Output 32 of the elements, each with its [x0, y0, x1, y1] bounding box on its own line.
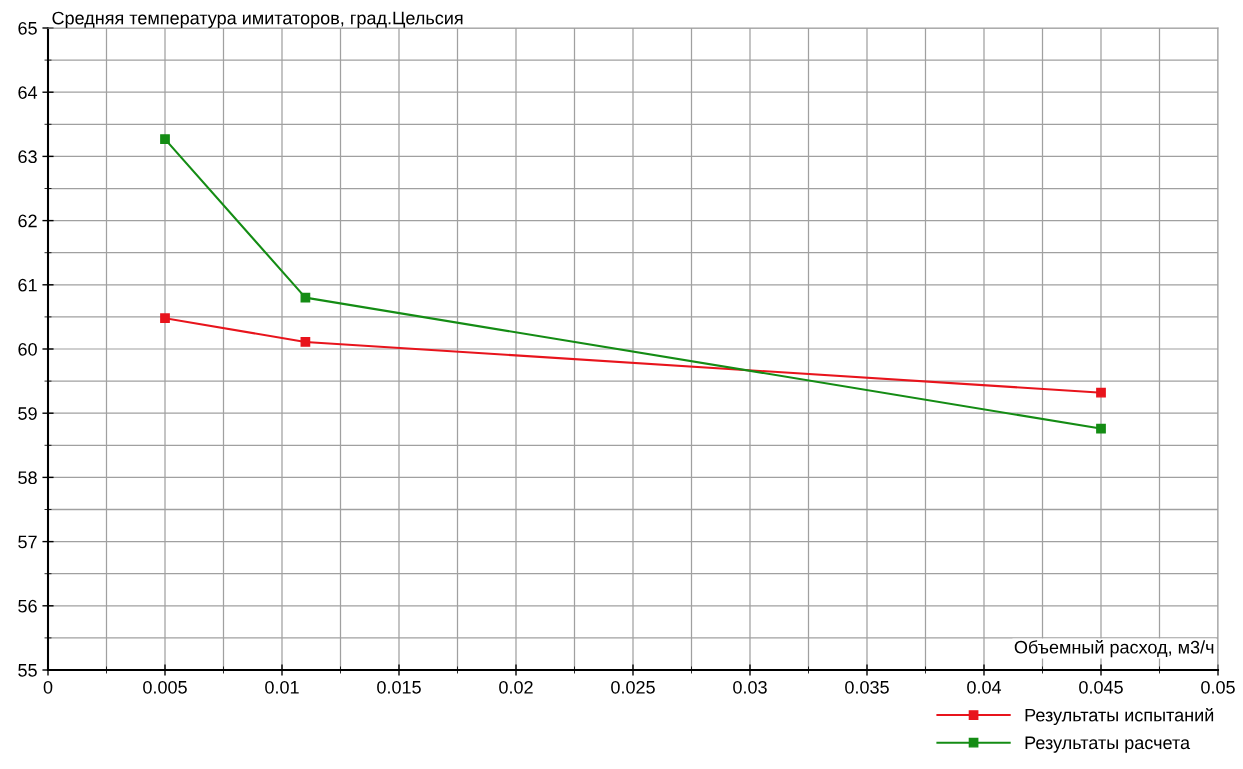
- x-tick-label: 0.02: [499, 680, 533, 694]
- x-tick-label: 0.025: [611, 680, 655, 694]
- y-tick-label: 60: [18, 342, 37, 356]
- point: [300, 292, 311, 303]
- y-tick-label: 61: [18, 278, 37, 292]
- y-tick-label: 58: [18, 471, 37, 485]
- x-axis-title: Объемный расход, м3/ч: [1014, 640, 1214, 658]
- x-tick-label: 0.005: [143, 680, 187, 694]
- x-tick-label: 0.05: [1201, 680, 1235, 694]
- x-tick-label: 0.03: [733, 680, 767, 694]
- point: [300, 337, 311, 347]
- y-tick-label: 59: [18, 407, 37, 420]
- x-tick-label: 0.04: [967, 680, 1002, 694]
- y-tick-label: 64: [18, 86, 38, 99]
- point: [1096, 387, 1106, 398]
- y-tick-label: 63: [18, 150, 37, 164]
- x-tick-label: 0.045: [1079, 680, 1123, 694]
- x-tick-label: 0.01: [265, 680, 299, 694]
- y-axis-title: Средняя температура имитаторов, град.Цельсия: [52, 11, 463, 28]
- y-tick-label: 57: [18, 535, 37, 549]
- y-tick-label: 55: [18, 664, 37, 677]
- x-tick-label: 0: [43, 680, 53, 694]
- y-tick-label: 56: [18, 599, 37, 613]
- point: [160, 134, 170, 144]
- x-tick-label: 0.035: [845, 680, 889, 694]
- y-tick-label: 62: [18, 214, 37, 228]
- point: [160, 313, 170, 324]
- y-tick-label: 65: [18, 21, 37, 35]
- legend-label: Результаты испытаний: [1025, 707, 1214, 726]
- x-tick-label: 0.015: [377, 680, 421, 694]
- legend-label: Результаты расчета: [1025, 736, 1191, 753]
- point: [1096, 423, 1106, 434]
